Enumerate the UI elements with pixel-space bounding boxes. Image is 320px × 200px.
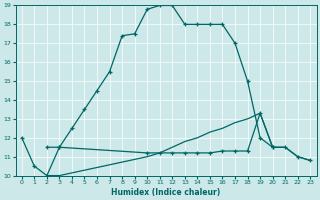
X-axis label: Humidex (Indice chaleur): Humidex (Indice chaleur) (111, 188, 221, 197)
